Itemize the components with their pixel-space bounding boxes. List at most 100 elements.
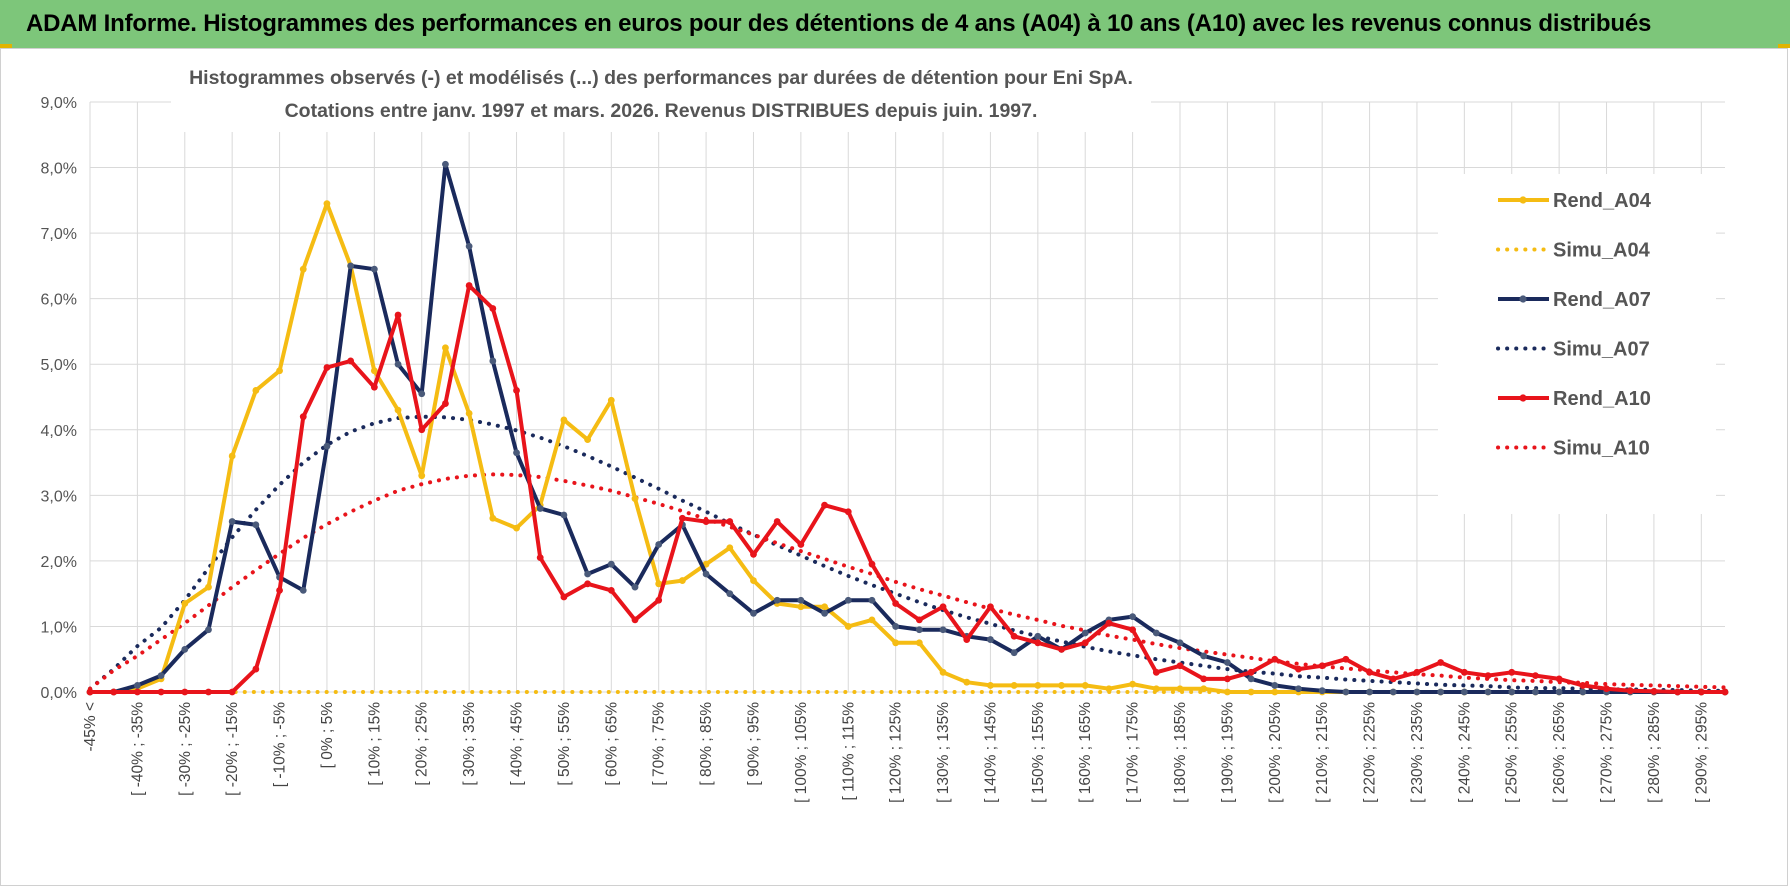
data-point <box>560 416 568 424</box>
x-tick-label: [ 190% ; 195% <box>1219 702 1236 803</box>
y-tick-label: 4,0% <box>41 423 77 440</box>
chart-subtitle: Cotations entre janv. 1997 et mars. 2026… <box>285 100 1038 122</box>
chart-frame: 0,0% 1,0% 2,0% 3,0% 4,0% 5,0% 6,0% 7,0% 8,0% 9,0%… <box>0 48 1788 886</box>
data-point <box>1295 685 1302 693</box>
data-point <box>1460 688 1468 696</box>
data-point <box>1247 668 1255 676</box>
data-point <box>1437 659 1445 666</box>
x-tick-label: [ 160% ; 165% <box>1077 702 1094 803</box>
legend-label: Rend_A07 <box>1553 289 1651 311</box>
data-point <box>394 360 402 368</box>
data-point <box>750 609 757 617</box>
data-point <box>418 390 426 398</box>
data-point <box>1105 685 1113 693</box>
data-point <box>465 242 473 250</box>
legend-label: Rend_A04 <box>1553 190 1652 212</box>
legend-marker <box>1519 394 1527 402</box>
data-point <box>513 524 520 532</box>
data-point <box>252 665 260 673</box>
data-point <box>987 682 994 689</box>
data-point <box>750 550 757 558</box>
data-point <box>1437 688 1445 696</box>
x-tick-label: -45% < <box>82 702 99 752</box>
data-point <box>86 688 94 696</box>
data-point <box>536 505 544 512</box>
x-tick-label: [ 220% ; 225% <box>1362 702 1379 803</box>
data-point <box>299 586 307 594</box>
data-point <box>205 626 212 634</box>
data-point <box>1532 672 1539 680</box>
data-point <box>631 583 639 591</box>
data-point <box>489 305 497 312</box>
data-point <box>205 583 212 591</box>
x-tick-label: [ 90% ; 95% <box>745 702 762 786</box>
data-point <box>726 544 734 552</box>
x-tick-label: [ 0% ; 5% <box>319 702 336 769</box>
data-point <box>252 387 260 394</box>
data-point <box>1555 688 1563 696</box>
y-tick-label: 7,0% <box>41 226 77 243</box>
data-point <box>1034 639 1042 647</box>
data-point <box>1034 682 1042 689</box>
data-point <box>1650 687 1658 695</box>
data-point <box>1105 619 1113 627</box>
data-point <box>892 600 900 607</box>
x-tick-label: [ 280% ; 285% <box>1646 702 1663 803</box>
header-corner-left <box>0 44 12 48</box>
data-point <box>1058 682 1065 689</box>
data-point <box>442 344 449 352</box>
data-point <box>1460 668 1468 676</box>
data-point <box>892 639 900 647</box>
data-point <box>655 596 663 604</box>
data-point <box>228 688 236 696</box>
x-tick-label: [ 290% ; 295% <box>1693 702 1710 803</box>
data-point <box>347 357 355 365</box>
data-point <box>678 514 686 522</box>
data-point <box>702 570 710 578</box>
data-point <box>1508 668 1516 676</box>
data-point <box>1318 687 1326 695</box>
x-tick-label: [ 180% ; 185% <box>1172 702 1189 803</box>
data-point <box>655 580 663 588</box>
data-point <box>987 603 994 611</box>
data-point <box>299 265 307 273</box>
data-point <box>157 688 165 696</box>
legend: Rend_A04 Simu_A04 Rend_A07 Simu_A07 Rend_A10… <box>1438 174 1716 514</box>
data-point <box>418 426 426 434</box>
series-Rend_A10 <box>86 282 1729 696</box>
data-point <box>1247 688 1255 696</box>
y-tick-label: 6,0% <box>41 292 77 309</box>
x-tick-label: [ 50% ; 55% <box>556 702 573 786</box>
data-point <box>607 560 615 568</box>
legend-item-Simu_A07: Simu_A07 <box>1496 339 1650 361</box>
data-point <box>465 409 473 417</box>
data-point <box>489 514 497 522</box>
x-tick-label: [ -40% ; -35% <box>129 702 146 796</box>
data-point <box>323 200 331 208</box>
legend-item-Simu_A04: Simu_A04 <box>1496 240 1651 262</box>
data-point <box>1579 682 1587 689</box>
data-point <box>1366 688 1373 696</box>
data-point <box>1555 675 1563 683</box>
data-point <box>631 616 639 624</box>
data-point <box>394 311 402 319</box>
data-point <box>394 406 402 414</box>
data-point <box>773 518 781 525</box>
x-tick-label: [ 100% ; 105% <box>793 702 810 803</box>
x-tick-label: [ 60% ; 65% <box>603 702 620 786</box>
data-point <box>655 541 663 548</box>
y-tick-label: 5,0% <box>41 357 77 374</box>
data-point <box>987 636 994 643</box>
data-point <box>702 518 710 525</box>
data-point <box>1081 629 1089 637</box>
data-point <box>1413 668 1421 676</box>
x-tick-label: [ 240% ; 245% <box>1456 702 1473 803</box>
data-point <box>560 511 568 519</box>
x-tick-label: [ 270% ; 275% <box>1599 702 1616 803</box>
data-point <box>584 570 592 578</box>
x-tick-label: [ -10% ; -5% <box>272 702 289 787</box>
x-tick-label: [ 70% ; 75% <box>651 702 668 786</box>
series-Simu_A07 <box>88 414 1727 693</box>
y-tick-label: 0,0% <box>41 685 77 702</box>
data-point <box>868 596 876 604</box>
